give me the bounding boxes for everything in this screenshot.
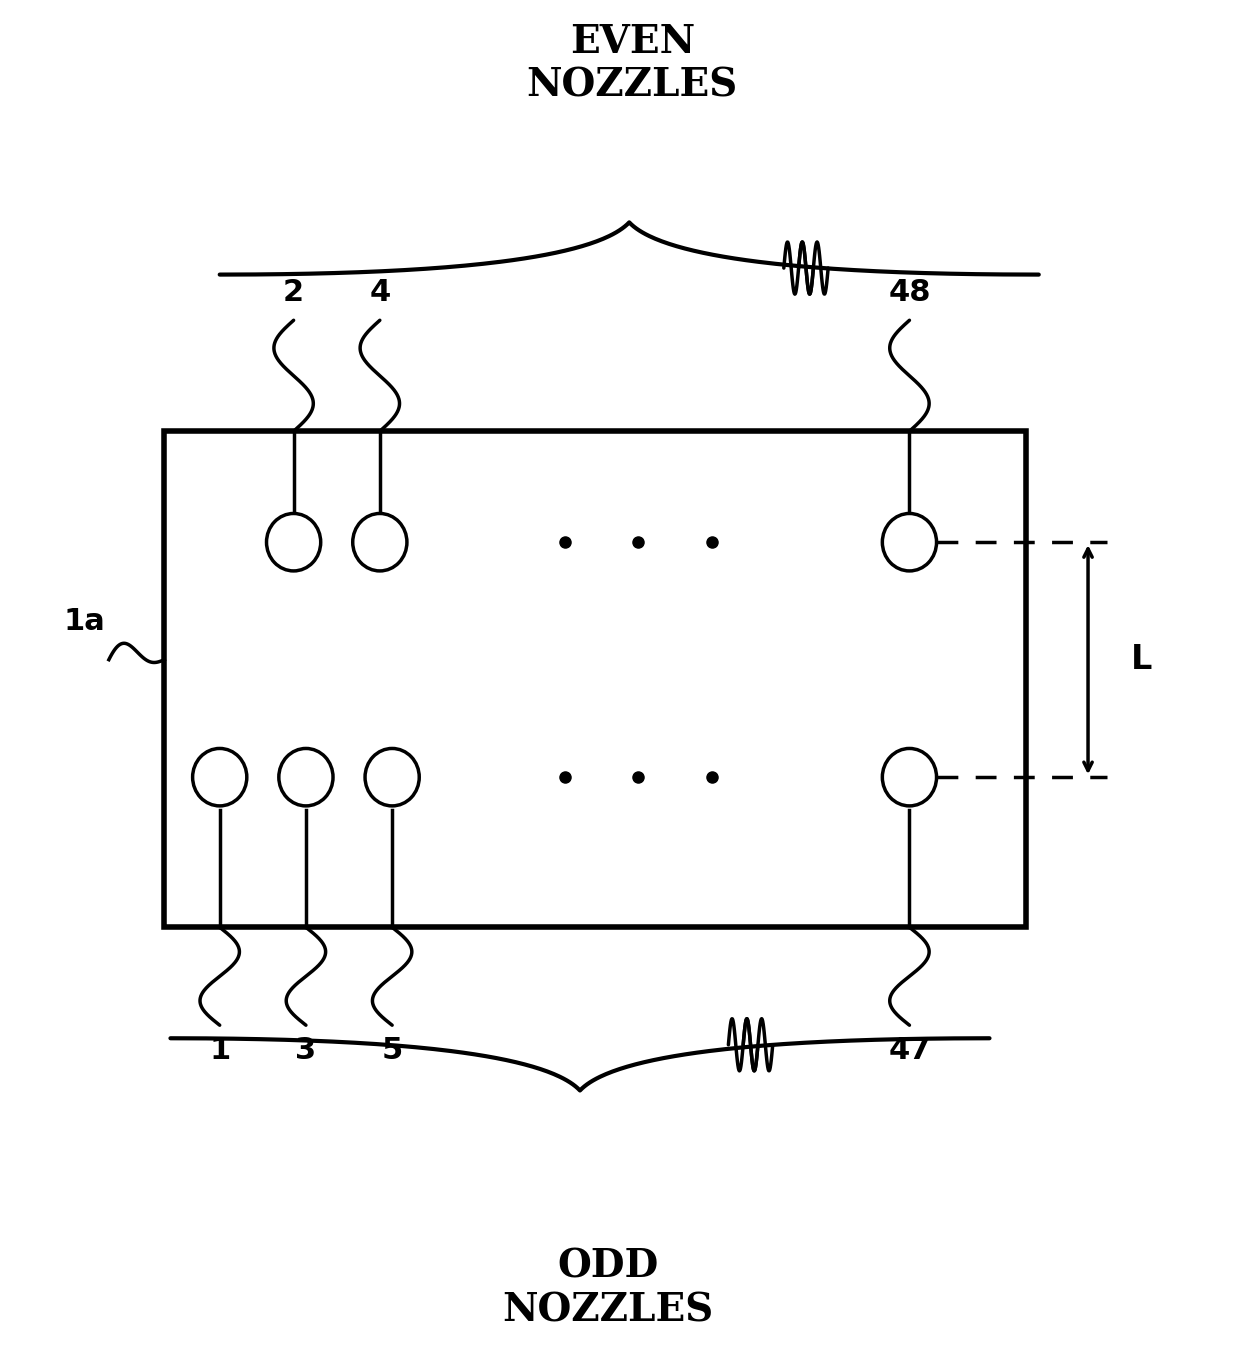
Text: 1: 1	[210, 1035, 231, 1065]
Bar	[164, 431, 1027, 927]
Text: ODD
NOZZLES: ODD NOZZLES	[502, 1247, 713, 1329]
Circle shape	[352, 514, 407, 572]
Text: EVEN
NOZZLES: EVEN NOZZLES	[527, 23, 738, 105]
Circle shape	[192, 748, 247, 806]
Circle shape	[883, 748, 936, 806]
Circle shape	[279, 748, 334, 806]
Text: 4: 4	[370, 278, 391, 307]
Text: 2: 2	[283, 278, 304, 307]
Text: 5: 5	[382, 1035, 403, 1065]
Text: L: L	[1131, 643, 1152, 677]
Circle shape	[883, 514, 936, 572]
Text: 47: 47	[888, 1035, 931, 1065]
Text: 1a: 1a	[63, 607, 105, 636]
Circle shape	[267, 514, 321, 572]
Text: 3: 3	[295, 1035, 316, 1065]
Circle shape	[365, 748, 419, 806]
Text: 48: 48	[888, 278, 931, 307]
